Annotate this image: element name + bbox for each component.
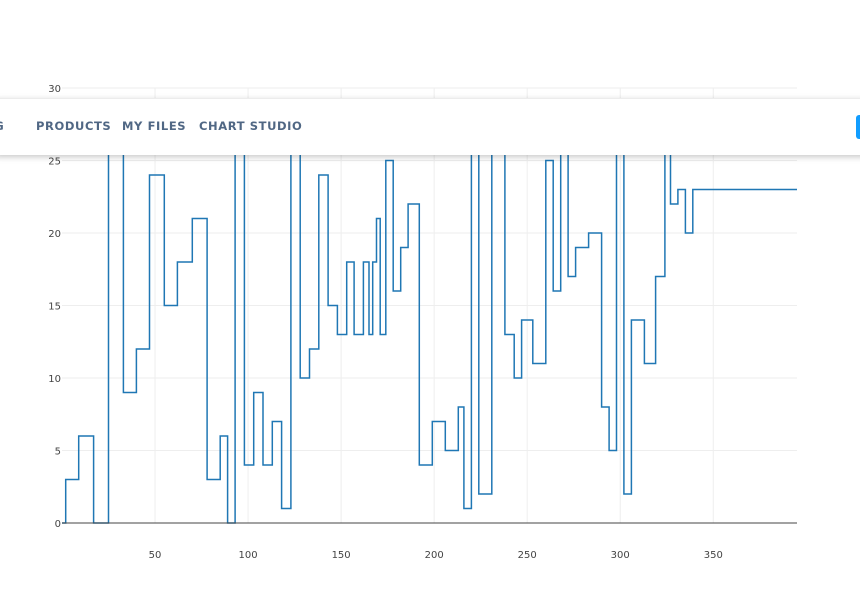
plot-area	[62, 130, 797, 524]
y-tick-label: 15	[48, 302, 61, 313]
series-line	[62, 130, 797, 524]
y-tick-label: 25	[48, 157, 61, 168]
nav-action-button[interactable]	[856, 115, 860, 139]
y-tick-label: 0	[55, 519, 61, 530]
x-tick-label: 350	[704, 550, 723, 561]
x-tick-label: 250	[518, 550, 537, 561]
nav-link-partial[interactable]: NG	[0, 119, 4, 133]
y-tick-label: 10	[48, 374, 61, 385]
nav-link-my-files[interactable]: MY FILES	[122, 119, 187, 133]
x-tick-label: 150	[332, 550, 351, 561]
top-navigation-bar: NG PRODUCTS MY FILES CHART STUDIO	[0, 98, 860, 155]
y-tick-label: 30	[48, 84, 61, 95]
tick-labels: 0 5 10 15 20 25 30 50 100 150 200 250 300 350	[48, 84, 723, 561]
nav-link-products[interactable]: PRODUCTS	[36, 119, 112, 133]
x-tick-label: 50	[149, 550, 162, 561]
y-tick-label: 5	[55, 447, 61, 458]
x-tick-label: 100	[239, 550, 258, 561]
y-tick-label: 20	[48, 229, 61, 240]
grid-lines	[62, 87, 797, 523]
x-tick-label: 300	[611, 550, 630, 561]
nav-link-chart-studio[interactable]: CHART STUDIO	[199, 119, 303, 133]
x-tick-label: 200	[425, 550, 444, 561]
